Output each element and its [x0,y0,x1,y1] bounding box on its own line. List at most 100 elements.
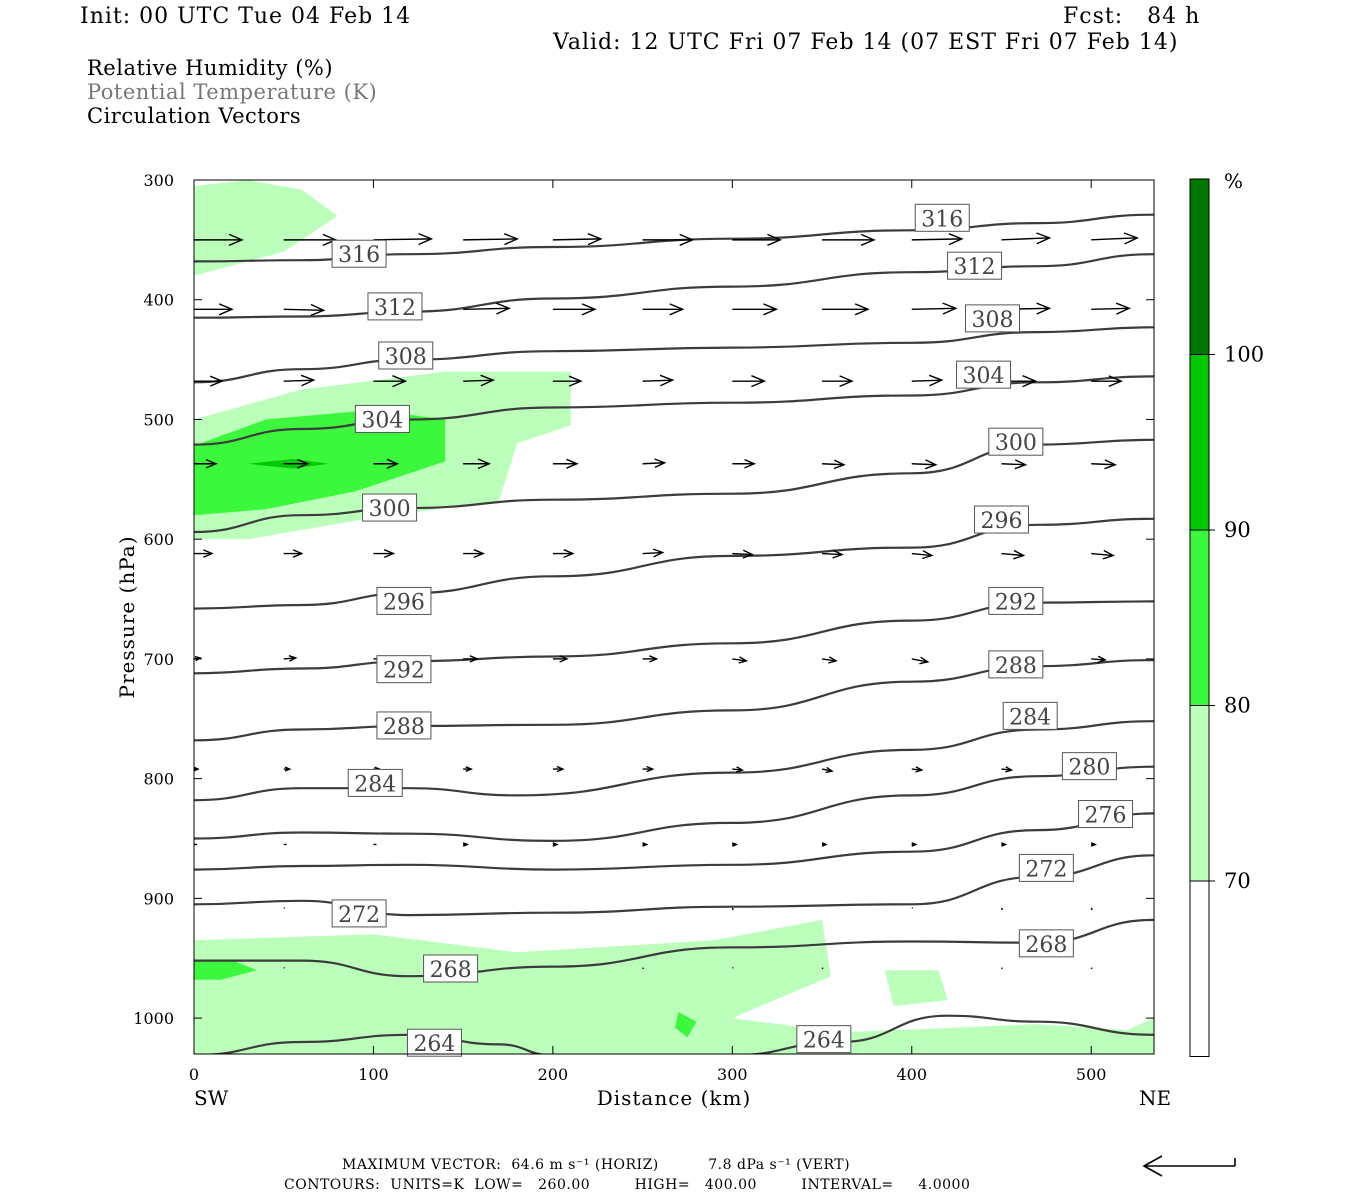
theta-label-box-268-0 [423,954,479,983]
wind-vector-3-10 [1091,459,1118,470]
wind-vector-6-5 [642,765,655,773]
theta-label-300-0: 300 [369,497,411,522]
wind-vector-8-4 [1090,907,1093,911]
wind-vector-1-7 [822,303,870,316]
theta-contour-308 [194,326,1154,384]
wind-vector-4-10 [1091,549,1115,560]
y-tick-label-300: 300 [143,171,174,190]
wind-vector-0-7 [822,233,876,246]
y-axis-label: Pressure (hPa) [115,536,139,699]
theta-label-box-284-1 [1002,701,1058,730]
theta-contour-276 [194,812,1154,871]
wind-vector-4-4 [552,549,575,559]
wind-vector-4-9 [1001,549,1026,560]
theta-label-264-0: 264 [413,1032,455,1057]
wind-vector-1-6 [732,303,779,316]
wind-vector-4-3 [463,549,486,559]
y-tick-label-900: 900 [143,889,174,908]
wind-vector-6-4 [552,765,565,773]
wind-vector-0-0 [194,233,244,246]
theta-label-box-280-0 [1061,752,1117,781]
theta-label-316-1: 316 [921,207,963,232]
wind-vector-5-4 [552,655,569,663]
theta-label-272-1: 272 [1025,857,1067,882]
x-right-end-label: NE [1139,1086,1171,1110]
theta-label-288-1: 288 [995,654,1037,679]
theta-label-box-304-1 [956,360,1012,389]
rh-region-70-4 [194,919,1154,1054]
legend-relative-humidity: Relative Humidity (%) [87,56,334,80]
theta-label-304-0: 304 [361,408,403,433]
wind-vector-3-1 [283,458,310,469]
wind-vector-2-10 [1091,375,1123,388]
wind-vector-5-10 [1091,655,1107,664]
y-tick-label-500: 500 [143,410,174,429]
wind-vector-5-3 [463,655,479,663]
rh-region-80-2 [194,409,446,516]
wind-vector-0-2 [373,232,434,246]
theta-label-box-316-1 [914,203,970,232]
footer-max-vector: MAXIMUM VECTOR: 64.6 m s⁻¹ (HORIZ) 7.8 d… [342,1157,851,1173]
wind-vector-0-9 [1001,232,1052,245]
wind-vector-3-5 [642,458,667,469]
init-time: Init: 00 UTC Tue 04 Feb 14 [80,4,412,29]
footer-contour-info: CONTOURS: UNITS=K LOW= 260.00 HIGH= 400.… [284,1177,971,1193]
wind-vector-3-3 [463,458,491,470]
circulation-vectors [194,232,1139,970]
wind-vector-1-10 [1091,302,1131,315]
theta-label-box-316-0 [331,239,387,268]
wind-vector-0-10 [1091,232,1139,245]
wind-vector-2-6 [732,375,767,388]
x-tick-label-100: 100 [358,1065,389,1084]
colorbar-band-90 [1189,354,1210,531]
wind-vector-2-0 [194,375,224,387]
legend-circulation-vectors: Circulation Vectors [87,104,302,128]
wind-vector-5-6 [732,656,749,664]
theta-label-box-292-1 [988,586,1044,615]
theta-label-box-272-1 [1018,853,1074,882]
theta-contour-312 [194,253,1154,319]
wind-vector-7-10 [1090,842,1098,847]
x-tick-label-300: 300 [717,1065,748,1084]
theta-contour-264 [198,1014,1154,1054]
theta-label-312-1: 312 [954,255,996,280]
theta-label-box-264-0 [406,1028,462,1057]
theta-label-312-0: 312 [374,296,416,321]
rh-region-80-5 [194,959,257,980]
wind-vector-6-9 [1001,766,1014,773]
colorbar-label-90: 90 [1224,518,1251,542]
forecast-hour: Fcst: 84 h [1063,4,1201,29]
colorbar-band-below-70 [1189,880,1210,1057]
theta-label-box-272-0 [331,899,387,928]
theta-label-box-288-1 [988,650,1044,679]
wind-vector-3-8 [911,459,938,470]
theta-label-box-312-1 [947,251,1003,280]
theta-contour-280 [194,765,1154,843]
y-tick-label-400: 400 [143,291,174,310]
y-tick-label-600: 600 [143,530,174,549]
theta-label-box-312-0 [367,292,423,321]
colorbar: 100 90 80 70 [1189,178,1264,1057]
x-tick-label-500: 500 [1076,1065,1107,1084]
theta-label-box-268-1 [1018,929,1074,958]
axes: 0 100 200 300 400 500 300 400 500 600 700 800 900 100… [133,171,1154,1084]
theta-label-284-1: 284 [1009,705,1051,730]
theta-label-296-0: 296 [383,590,425,615]
wind-vector-9-3 [821,967,824,970]
theta-label-box-300-1 [988,427,1044,456]
colorbar-band-80 [1189,529,1210,706]
wind-vector-2-8 [911,374,944,387]
wind-vector-0-8 [911,233,964,246]
theta-label-box-288-0 [376,711,432,740]
theta-label-264-1: 264 [803,1029,845,1054]
x-left-end-label: SW [194,1086,229,1110]
theta-label-284-0: 284 [354,772,396,797]
colorbar-band-100 [1189,178,1210,355]
theta-label-box-276-0 [1078,800,1134,829]
x-axis-label: Distance (km) [597,1086,752,1110]
wind-vector-3-4 [552,458,579,469]
y-tick-label-1000: 1000 [133,1009,174,1028]
valid-time: Valid: 12 UTC Fri 07 Feb 14 (07 EST Fri … [553,30,1179,55]
contour-labels: 316 316 312 312 308 308 304 304 300 300 296 296 292 2… [331,203,1134,1057]
wind-vector-8-3 [1000,907,1004,911]
